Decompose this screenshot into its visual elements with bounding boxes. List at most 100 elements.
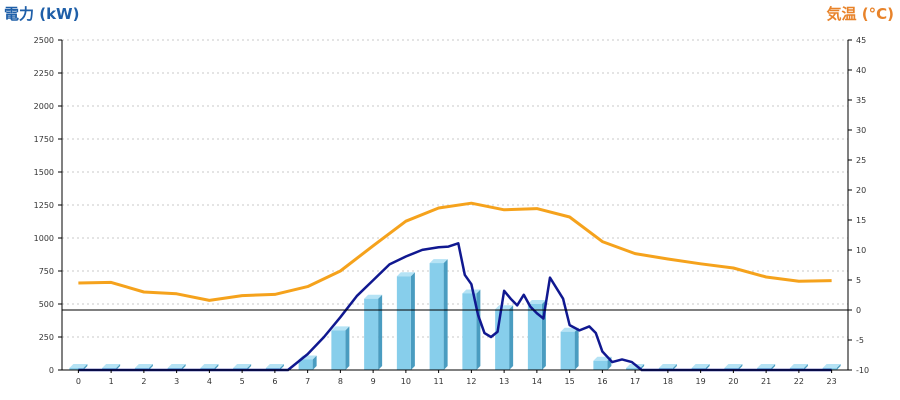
bar-top xyxy=(233,364,252,369)
x-tick-label: 10 xyxy=(401,377,411,386)
left-tick-label: 2500 xyxy=(34,36,54,45)
bar-side xyxy=(116,364,121,370)
right-tick-label: -5 xyxy=(856,336,864,345)
left-tick-label: 1250 xyxy=(34,201,54,210)
right-tick-label: 20 xyxy=(856,186,866,195)
right-axis-title: 気温 (°C) xyxy=(826,5,894,23)
bar-top xyxy=(822,364,841,369)
bar-side xyxy=(83,364,88,370)
x-tick-label: 3 xyxy=(174,377,179,386)
x-tick-label: 21 xyxy=(761,377,771,386)
bar-side xyxy=(378,294,383,370)
bar-top xyxy=(757,364,776,369)
x-tick-label: 1 xyxy=(109,377,114,386)
bar-top xyxy=(69,364,88,369)
x-tick-label: 17 xyxy=(630,377,640,386)
bar-top xyxy=(429,259,448,264)
right-tick-label: 40 xyxy=(856,66,866,75)
bar-side xyxy=(181,364,186,370)
bar-side xyxy=(279,364,284,370)
x-tick-label: 0 xyxy=(76,377,81,386)
bar xyxy=(396,276,411,370)
x-tick-label: 5 xyxy=(240,377,245,386)
right-tick-label: 35 xyxy=(856,96,866,105)
x-tick-label: 7 xyxy=(305,377,310,386)
line-series xyxy=(78,201,832,372)
left-tick-label: 1500 xyxy=(34,168,54,177)
bar xyxy=(298,359,313,370)
bar-side xyxy=(771,364,776,370)
bar-top xyxy=(102,364,121,369)
bar-top xyxy=(331,326,350,331)
left-tick-label: 250 xyxy=(39,333,54,342)
right-tick-label: -10 xyxy=(856,366,869,375)
bar xyxy=(364,298,379,370)
tick-labels: 02505007501000125015001750200022502500-1… xyxy=(34,36,869,386)
left-tick-label: 2000 xyxy=(34,102,54,111)
bar-side xyxy=(574,327,579,370)
bar xyxy=(495,309,510,370)
bar-side xyxy=(148,364,153,370)
left-tick-label: 750 xyxy=(39,267,54,276)
bar-top xyxy=(495,305,514,310)
left-tick-label: 1750 xyxy=(34,135,54,144)
bar-top xyxy=(396,272,415,277)
bar-side xyxy=(672,364,677,370)
right-tick-label: 0 xyxy=(856,306,861,315)
bar xyxy=(462,293,477,370)
x-tick-label: 22 xyxy=(794,377,804,386)
left-tick-label: 2250 xyxy=(34,69,54,78)
x-tick-label: 11 xyxy=(434,377,444,386)
bar xyxy=(560,331,575,370)
bar-side xyxy=(836,364,841,370)
temperature-line xyxy=(78,201,832,302)
bar xyxy=(331,330,346,370)
right-tick-label: 45 xyxy=(856,36,866,45)
bar-side xyxy=(476,289,481,370)
x-tick-label: 13 xyxy=(499,377,509,386)
bar xyxy=(593,360,608,370)
left-tick-label: 1000 xyxy=(34,234,54,243)
right-tick-label: 15 xyxy=(856,216,866,225)
bar-top xyxy=(167,364,186,369)
axes xyxy=(58,39,852,373)
x-tick-label: 15 xyxy=(565,377,575,386)
bar xyxy=(429,263,444,370)
bar-side xyxy=(705,364,710,370)
x-tick-label: 2 xyxy=(141,377,146,386)
x-tick-label: 23 xyxy=(827,377,837,386)
x-tick-label: 14 xyxy=(532,377,542,386)
left-axis-title: 電力 (kW) xyxy=(4,5,80,23)
bar-side xyxy=(443,259,448,370)
bar-side xyxy=(803,364,808,370)
x-tick-label: 8 xyxy=(338,377,343,386)
bar-side xyxy=(410,272,415,370)
bar-side xyxy=(312,355,317,370)
power-line xyxy=(78,242,832,372)
bar xyxy=(69,368,84,370)
x-tick-label: 4 xyxy=(207,377,212,386)
x-tick-label: 9 xyxy=(371,377,376,386)
bar-top xyxy=(265,364,284,369)
bar xyxy=(527,304,542,370)
bar-series xyxy=(69,259,841,370)
bar-top xyxy=(724,364,743,369)
bar-top xyxy=(789,364,808,369)
bar-top xyxy=(462,289,481,294)
bar-side xyxy=(738,364,743,370)
right-tick-label: 5 xyxy=(856,276,861,285)
x-tick-label: 20 xyxy=(728,377,738,386)
bar-side xyxy=(345,326,350,370)
x-tick-label: 6 xyxy=(272,377,277,386)
left-tick-label: 500 xyxy=(39,300,54,309)
bar-top xyxy=(658,364,677,369)
right-tick-label: 30 xyxy=(856,126,866,135)
bar-side xyxy=(214,364,219,370)
x-tick-label: 19 xyxy=(696,377,706,386)
bar-top xyxy=(364,294,383,299)
grid-lines xyxy=(62,39,848,338)
bar-top xyxy=(691,364,710,369)
bar-top xyxy=(134,364,153,369)
bar-side xyxy=(509,305,514,370)
